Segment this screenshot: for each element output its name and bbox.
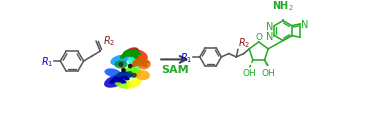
Ellipse shape [128, 57, 144, 68]
Text: NH$_2$: NH$_2$ [272, 0, 294, 13]
Circle shape [121, 69, 125, 73]
Ellipse shape [125, 48, 139, 57]
Ellipse shape [138, 60, 151, 70]
Circle shape [128, 64, 132, 69]
Ellipse shape [132, 50, 148, 61]
Text: N: N [266, 31, 273, 41]
Text: OH: OH [243, 69, 256, 78]
Ellipse shape [114, 61, 128, 69]
Ellipse shape [135, 70, 150, 80]
Ellipse shape [110, 55, 128, 66]
Circle shape [132, 73, 136, 78]
Polygon shape [264, 60, 269, 66]
Circle shape [119, 63, 123, 67]
Text: O: O [255, 32, 262, 41]
Ellipse shape [115, 78, 132, 89]
Text: OH: OH [261, 69, 275, 78]
Ellipse shape [125, 49, 138, 59]
Text: N: N [301, 20, 309, 30]
Ellipse shape [127, 79, 142, 89]
Text: N: N [266, 21, 273, 31]
Ellipse shape [104, 75, 126, 88]
Ellipse shape [122, 71, 133, 80]
Text: $R_2$: $R_2$ [238, 36, 250, 49]
Text: $R_2$: $R_2$ [103, 34, 115, 47]
Text: $R_1$: $R_1$ [40, 55, 53, 68]
Ellipse shape [122, 67, 142, 79]
Ellipse shape [104, 69, 121, 77]
Text: $R_1$: $R_1$ [180, 51, 192, 64]
Text: SAM: SAM [161, 65, 189, 75]
